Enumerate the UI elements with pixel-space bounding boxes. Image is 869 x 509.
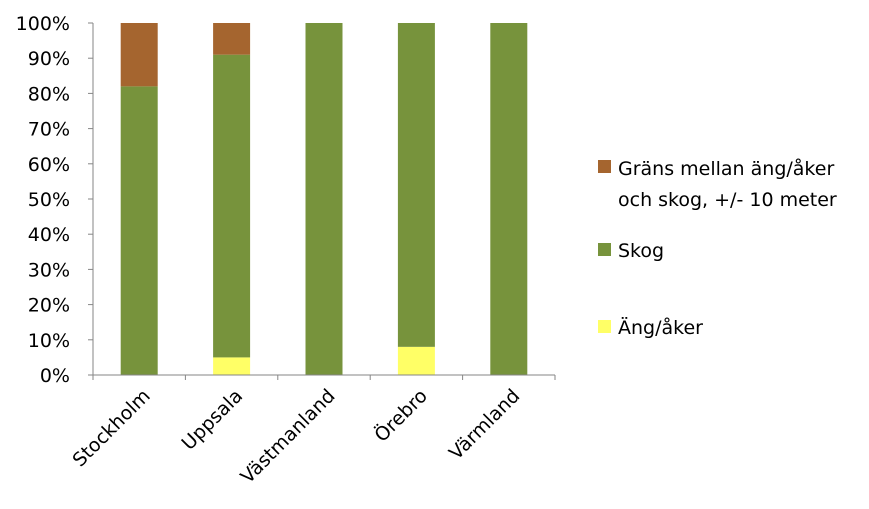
bars [120, 23, 528, 376]
bar-segment [120, 23, 158, 87]
y-tick-label: 30% [28, 259, 70, 281]
y-tick-label: 10% [28, 330, 70, 352]
x-category-label: Örebro [370, 384, 432, 446]
y-tick-label: 100% [16, 13, 70, 35]
bar-segment [490, 23, 528, 375]
bar-segment [120, 86, 158, 376]
y-tick-label: 0% [40, 365, 70, 387]
y-tick-label: 60% [28, 154, 70, 176]
legend-swatch-grans [598, 160, 611, 173]
legend-label-skog: Skog [618, 240, 664, 262]
x-category-label: Västmanland [236, 385, 339, 488]
x-category-label: Uppsala [177, 385, 247, 455]
legend: Gräns mellan äng/åker och skog, +/- 10 m… [598, 157, 837, 339]
y-tick-label: 90% [28, 48, 70, 70]
axes [88, 22, 556, 380]
bar-segment [397, 346, 435, 375]
bar-segment [213, 54, 251, 358]
y-tick-label: 80% [28, 83, 70, 105]
y-tick-label: 70% [28, 119, 70, 141]
x-category-label: Stockholm [68, 385, 154, 471]
legend-label-ang: Äng/åker [618, 316, 703, 339]
legend-label-grans-line1: Gräns mellan äng/åker [618, 157, 834, 180]
bar-segment [397, 23, 435, 347]
legend-swatch-ang [598, 320, 611, 333]
legend-swatch-skog [598, 243, 611, 256]
y-tick-label: 20% [28, 295, 70, 317]
y-tick-label: 50% [28, 189, 70, 211]
bar-segment [213, 23, 251, 55]
y-tick-label: 40% [28, 224, 70, 246]
y-axis-tick-labels: 0% 10% 20% 30% 40% 50% 60% 70% 80% 90% 100% [16, 13, 70, 387]
legend-label-grans-line2: och skog, +/- 10 meter [618, 189, 837, 211]
bar-segment [213, 357, 251, 375]
bar-segment [305, 23, 343, 375]
x-category-label: Värmland [445, 385, 524, 464]
